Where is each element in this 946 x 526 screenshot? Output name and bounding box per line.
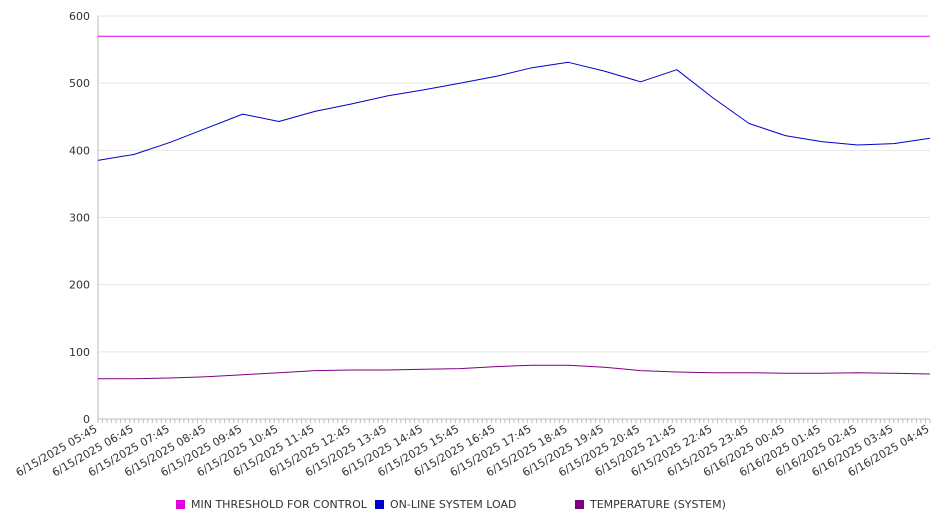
series-lines <box>97 35 931 380</box>
legend-swatch-min-threshold <box>176 500 185 509</box>
y-tick-label: 100 <box>69 346 90 359</box>
y-tick-label: 400 <box>69 144 90 157</box>
series-line-1 <box>97 61 931 161</box>
legend-label-temperature: TEMPERATURE (SYSTEM) <box>590 498 726 511</box>
legend-swatch-temperature <box>575 500 584 509</box>
legend-label-system-load: ON-LINE SYSTEM LOAD <box>390 498 517 511</box>
y-axis-ticks: 0 100 200 300 400 500 600 <box>69 10 90 426</box>
legend-item-min-threshold[interactable]: MIN THRESHOLD FOR CONTROL <box>176 498 367 511</box>
grid-lines <box>98 15 930 420</box>
y-tick-label: 0 <box>83 413 90 426</box>
legend-swatch-system-load <box>375 500 384 509</box>
legend-item-system-load[interactable]: ON-LINE SYSTEM LOAD <box>375 498 516 511</box>
y-tick-label: 200 <box>69 279 90 292</box>
y-tick-label: 500 <box>69 77 90 90</box>
series-line-2 <box>98 364 931 380</box>
line-chart: 0 100 200 300 400 500 600 6/15/2025 05:456/15/… <box>14 10 932 479</box>
legend-label-min-threshold: MIN THRESHOLD FOR CONTROL <box>191 498 367 511</box>
y-tick-label: 600 <box>69 10 90 23</box>
x-axis-ticks: 6/15/2025 05:456/15/2025 06:456/15/2025 … <box>14 422 932 479</box>
legend: MIN THRESHOLD FOR CONTROL ON-LINE SYSTEM… <box>0 498 946 518</box>
axes <box>97 16 931 423</box>
y-tick-label: 300 <box>69 212 90 225</box>
legend-item-temperature[interactable]: TEMPERATURE (SYSTEM) <box>575 498 726 511</box>
